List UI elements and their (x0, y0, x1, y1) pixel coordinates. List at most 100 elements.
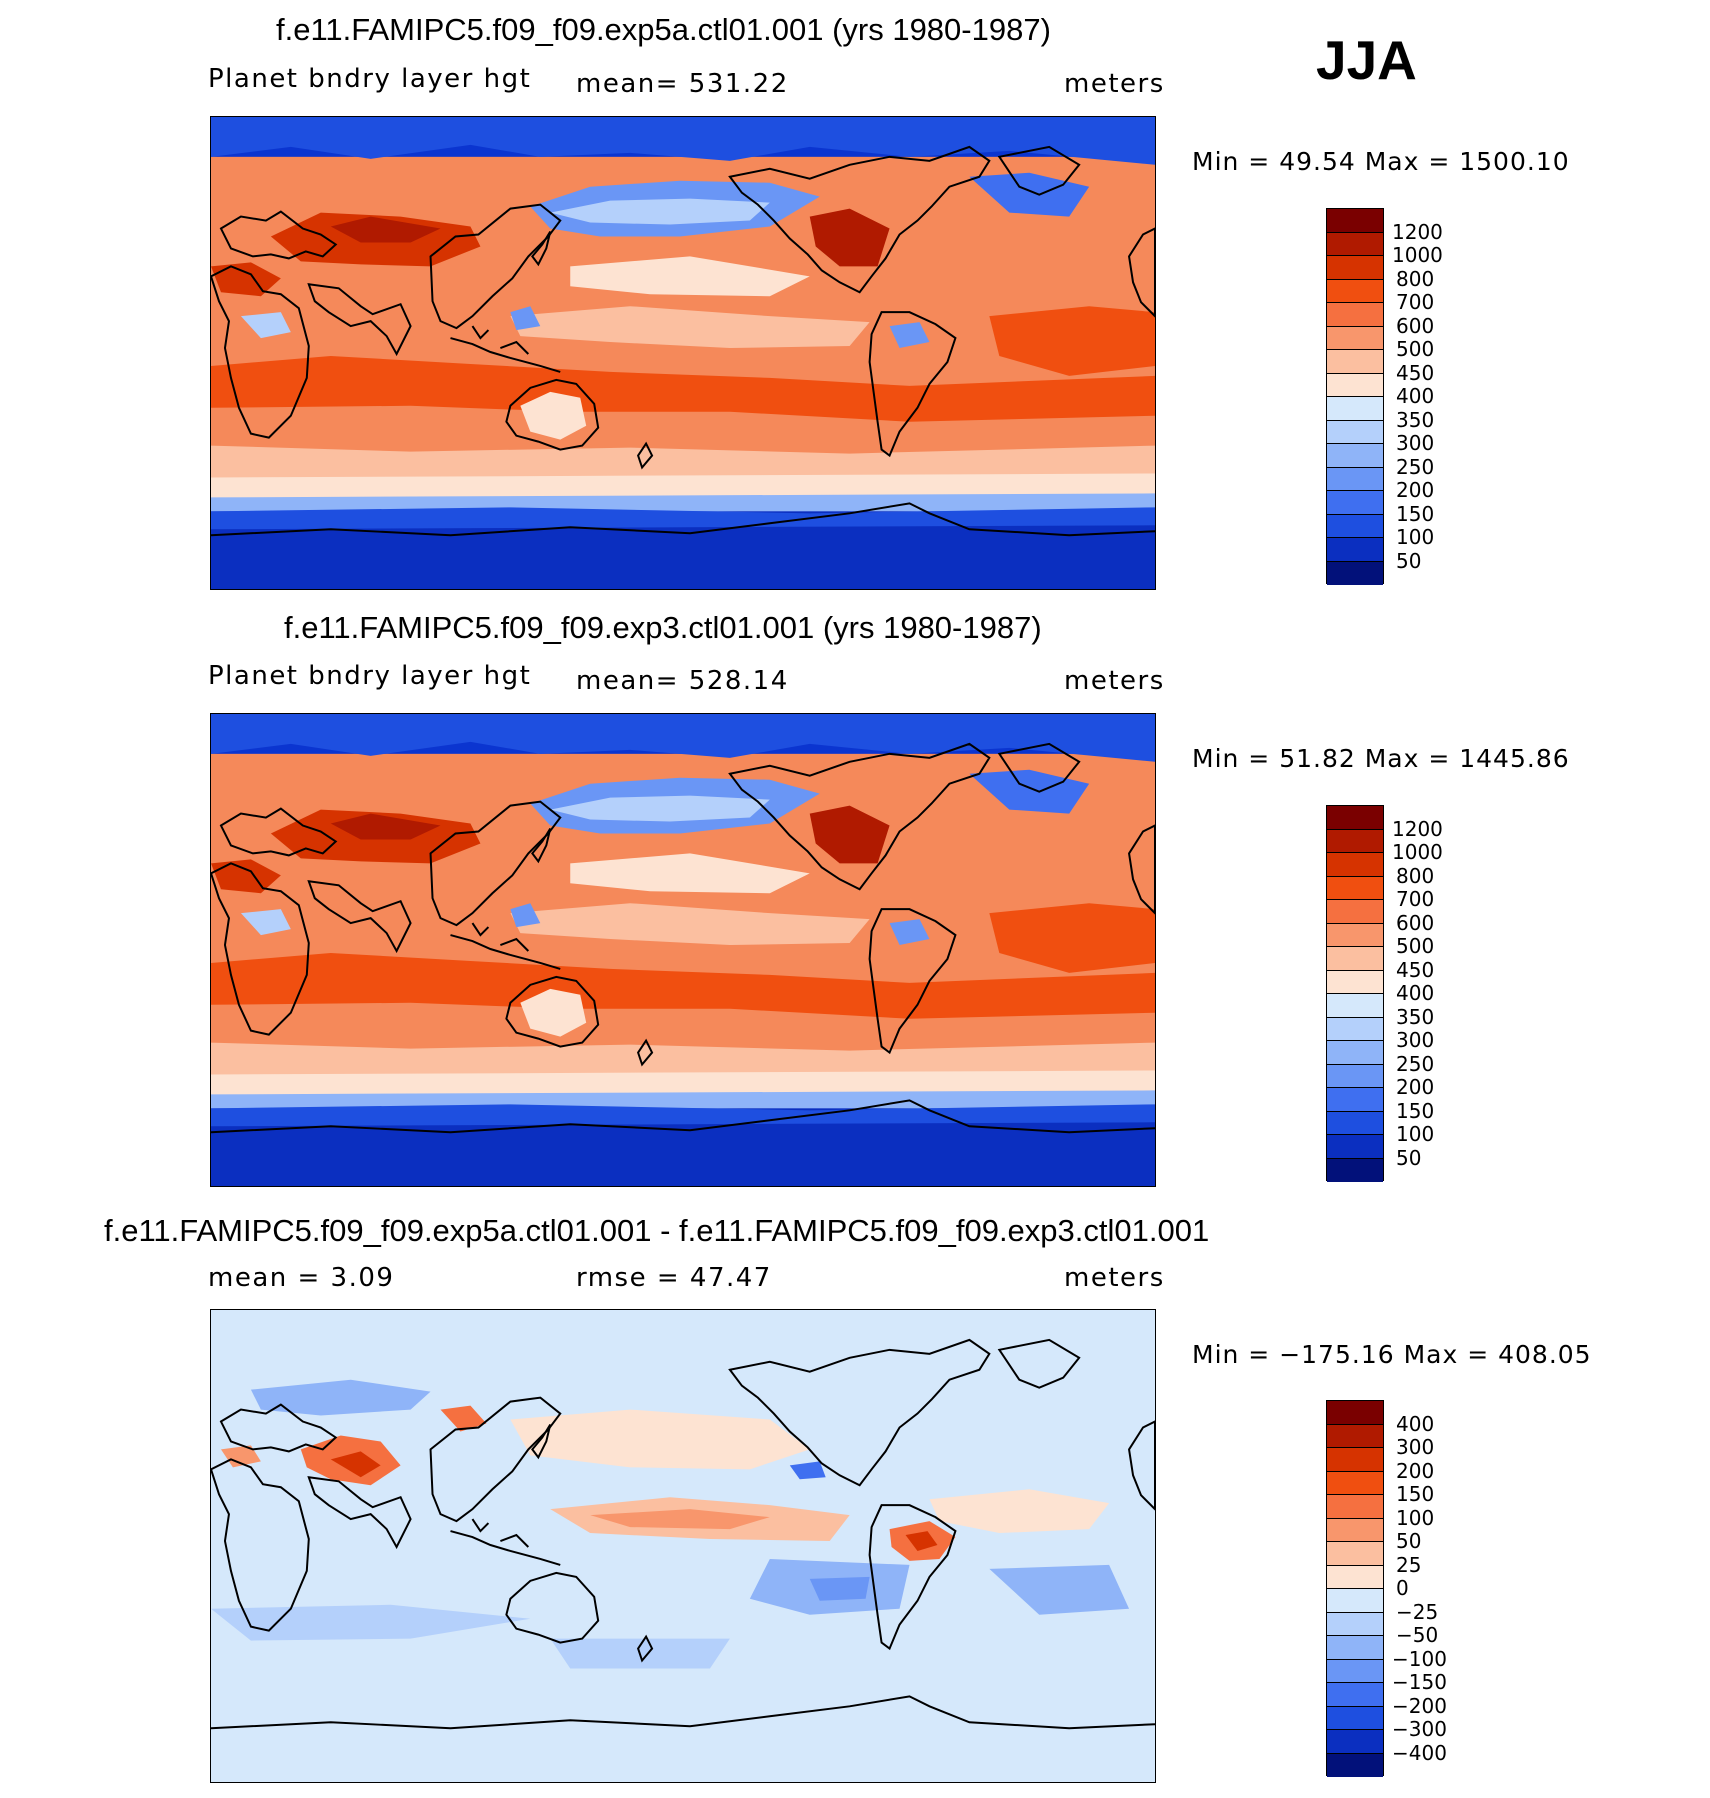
colorbar-swatch (1327, 1448, 1383, 1472)
colorbar-label: −200 (1392, 1693, 1447, 1718)
colorbar-label: 700 (1396, 887, 1435, 911)
colorbar-label: 400 (1396, 981, 1435, 1005)
colorbar-swatch (1327, 970, 1383, 994)
panel3-map (210, 1309, 1156, 1783)
colorbar-swatch (1327, 806, 1383, 830)
colorbar-label: −300 (1392, 1717, 1447, 1741)
colorbar-swatch (1327, 1565, 1383, 1589)
panel2-min-max: Min = 51.82 Max = 1445.86 (1192, 744, 1570, 773)
panel1-title: f.e11.FAMIPC5.f09_f09.exp5a.ctl01.001 (y… (276, 12, 1051, 47)
colorbar-swatch (1327, 900, 1383, 924)
colorbar-label: 250 (1396, 1051, 1435, 1076)
colorbar-label: 350 (1396, 1004, 1435, 1029)
colorbar-swatch (1327, 326, 1383, 350)
colorbar-swatch (1327, 467, 1383, 491)
colorbar-swatch (1327, 1542, 1383, 1566)
panel2-mean: mean= 528.14 (576, 666, 789, 696)
colorbar-swatch (1327, 491, 1383, 515)
colorbar-label: 200 (1396, 1075, 1435, 1099)
colorbar-swatch (1327, 829, 1383, 853)
panel1-mean: mean= 531.22 (576, 69, 789, 99)
colorbar-label: 300 (1396, 431, 1435, 455)
colorbar-label: 350 (1396, 407, 1435, 432)
colorbar-label: 200 (1396, 478, 1435, 502)
colorbar-swatch (1327, 1424, 1383, 1448)
panel2-units: meters (1064, 666, 1165, 696)
colorbar-swatch (1327, 1495, 1383, 1519)
colorbar-swatch (1327, 853, 1383, 877)
colorbar-swatch (1327, 947, 1383, 971)
colorbar-swatch (1327, 1088, 1383, 1112)
colorbar-swatch (1327, 1683, 1383, 1707)
colorbar-swatch (1327, 876, 1383, 900)
panel3-colorbar (1326, 1400, 1384, 1777)
colorbar-swatch (1327, 420, 1383, 444)
colorbar-label: 400 (1396, 1411, 1435, 1436)
colorbar-label: −400 (1392, 1740, 1447, 1765)
colorbar-swatch (1327, 923, 1383, 947)
colorbar-label: 1000 (1392, 840, 1443, 864)
colorbar-swatch (1327, 373, 1383, 397)
colorbar-swatch (1327, 209, 1383, 233)
panel1-units: meters (1064, 69, 1165, 99)
colorbar-swatch (1327, 1064, 1383, 1088)
panel1-variable-label: Planet bndry layer hgt (208, 64, 532, 94)
colorbar-label: 400 (1396, 384, 1435, 408)
colorbar-label: 450 (1396, 360, 1435, 385)
colorbar-swatch (1327, 1612, 1383, 1636)
season-label: JJA (1316, 29, 1417, 91)
colorbar-swatch (1327, 1041, 1383, 1065)
colorbar-label: 800 (1396, 863, 1435, 888)
panel2-colorbar (1326, 805, 1384, 1182)
colorbar-swatch (1327, 350, 1383, 374)
panel3-units: meters (1064, 1263, 1165, 1293)
colorbar-label: 150 (1396, 1098, 1435, 1123)
colorbar-swatch (1327, 514, 1383, 538)
panel3-min-max: Min = −175.16 Max = 408.05 (1192, 1340, 1592, 1369)
panel3-title: f.e11.FAMIPC5.f09_f09.exp5a.ctl01.001 - … (104, 1213, 1210, 1248)
colorbar-label: 25 (1396, 1552, 1422, 1577)
colorbar-swatch (1327, 1706, 1383, 1730)
colorbar-swatch (1327, 994, 1383, 1018)
colorbar-label: 150 (1396, 1482, 1435, 1506)
colorbar-label: 50 (1396, 1529, 1422, 1553)
colorbar-label: 600 (1396, 910, 1435, 935)
colorbar-swatch (1327, 561, 1383, 585)
colorbar-label: 700 (1396, 290, 1435, 314)
colorbar-label: 200 (1396, 1458, 1435, 1483)
panel3-mean: mean = 3.09 (208, 1263, 395, 1293)
colorbar-label: 150 (1396, 501, 1435, 526)
colorbar-swatch (1327, 1730, 1383, 1754)
panel2-variable-label: Planet bndry layer hgt (208, 661, 532, 691)
colorbar-label: 500 (1396, 337, 1435, 361)
colorbar-label: 50 (1396, 1145, 1422, 1170)
colorbar-label: 300 (1396, 1435, 1435, 1459)
panel3-rmse: rmse = 47.47 (576, 1263, 772, 1293)
panel1-min-max: Min = 49.54 Max = 1500.10 (1192, 147, 1570, 176)
colorbar-label: 1000 (1392, 243, 1443, 267)
colorbar-swatch (1327, 1017, 1383, 1041)
colorbar-label: −150 (1392, 1670, 1447, 1694)
colorbar-label: 250 (1396, 454, 1435, 479)
colorbar-label: 0 (1396, 1576, 1409, 1600)
colorbar-swatch (1327, 1158, 1383, 1182)
colorbar-swatch (1327, 538, 1383, 562)
colorbar-swatch (1327, 1636, 1383, 1660)
colorbar-swatch (1327, 279, 1383, 303)
panel2-title: f.e11.FAMIPC5.f09_f09.exp3.ctl01.001 (yr… (284, 610, 1042, 645)
panel2-map (210, 713, 1156, 1187)
colorbar-label: 100 (1396, 1505, 1435, 1530)
colorbar-swatch (1327, 1753, 1383, 1777)
colorbar-label: 300 (1396, 1028, 1435, 1052)
colorbar-label: 500 (1396, 934, 1435, 958)
colorbar-label: 600 (1396, 313, 1435, 338)
colorbar-swatch (1327, 303, 1383, 327)
colorbar-swatch (1327, 397, 1383, 421)
colorbar-swatch (1327, 1518, 1383, 1542)
colorbar-swatch (1327, 1659, 1383, 1683)
colorbar-label: 1200 (1392, 816, 1443, 841)
colorbar-swatch (1327, 1589, 1383, 1613)
colorbar-label: 800 (1396, 266, 1435, 291)
colorbar-label: 450 (1396, 957, 1435, 982)
colorbar-label: 1200 (1392, 219, 1443, 244)
